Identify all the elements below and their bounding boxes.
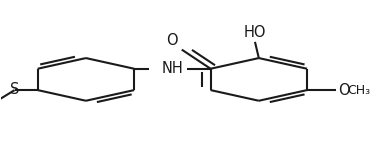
Text: O: O bbox=[166, 33, 178, 48]
Text: NH: NH bbox=[161, 60, 183, 75]
Text: HO: HO bbox=[244, 25, 266, 40]
Text: O: O bbox=[338, 83, 349, 98]
Text: CH₃: CH₃ bbox=[347, 84, 370, 97]
Text: S: S bbox=[10, 82, 19, 97]
